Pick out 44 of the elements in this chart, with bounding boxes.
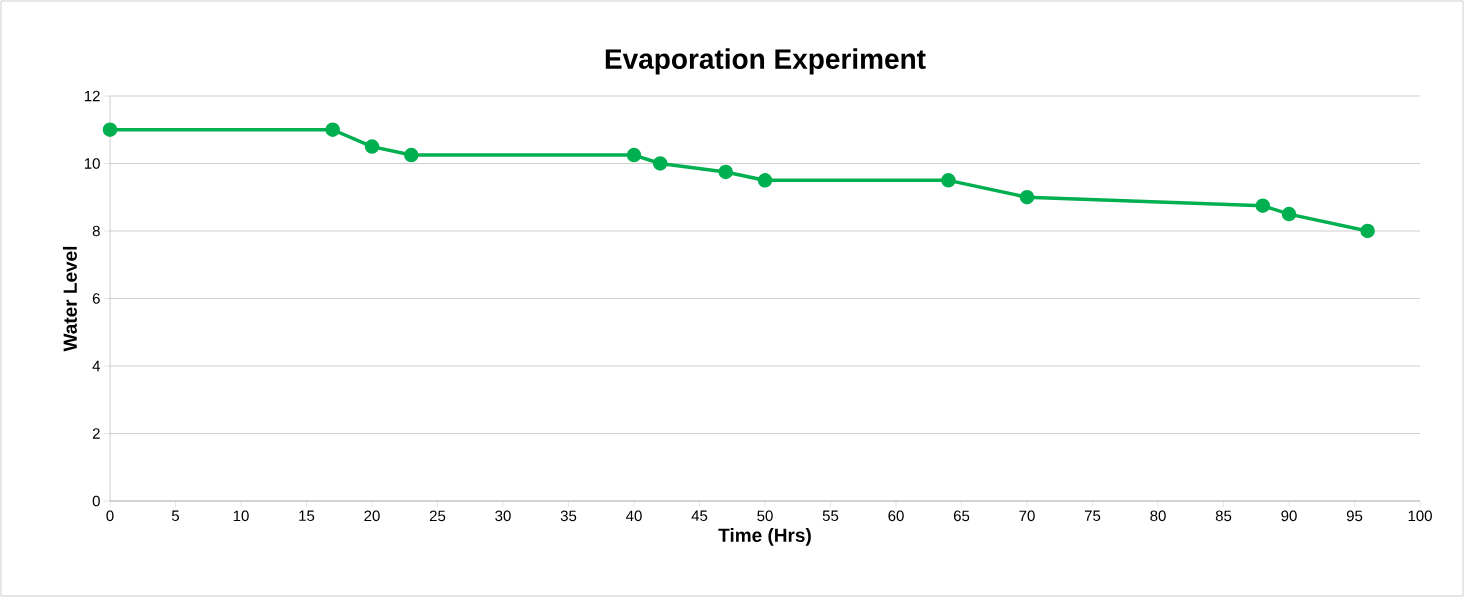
x-tick-label: 5 bbox=[171, 510, 180, 521]
point bbox=[626, 147, 642, 163]
point bbox=[941, 173, 956, 188]
x-tick-label: 55 bbox=[822, 510, 839, 521]
x-tick-label: 45 bbox=[691, 510, 708, 521]
y-tick-label: 10 bbox=[84, 158, 100, 169]
x-tick-label: 90 bbox=[1281, 510, 1297, 522]
point bbox=[718, 164, 733, 180]
point bbox=[757, 173, 773, 188]
x-tick-label: 30 bbox=[495, 510, 511, 522]
point bbox=[364, 139, 380, 154]
x-tick-label: 10 bbox=[233, 510, 249, 522]
x-axis-title: Time (Hrs) bbox=[718, 528, 811, 546]
x-tick-label: 95 bbox=[1346, 510, 1363, 522]
x-tick-label: 0 bbox=[106, 510, 114, 522]
y-tick-label: 12 bbox=[84, 90, 100, 102]
point bbox=[1281, 206, 1297, 222]
x-tick-label: 70 bbox=[1019, 510, 1035, 522]
x-tick-label: 100 bbox=[1408, 510, 1432, 522]
y-tick-label: 0 bbox=[92, 495, 100, 507]
chart-title: Evaporation Experiment bbox=[605, 48, 926, 75]
x-tick-label: 25 bbox=[429, 510, 446, 522]
y-axis-title: Water Level bbox=[62, 246, 77, 352]
x-tick-label: 50 bbox=[757, 510, 773, 522]
point bbox=[1360, 223, 1375, 239]
x-tick-label: 75 bbox=[1084, 510, 1101, 521]
y-tick-label: 6 bbox=[92, 293, 100, 304]
point bbox=[652, 156, 668, 171]
x-tick-label: 80 bbox=[1150, 510, 1166, 522]
y-tick-label: 4 bbox=[92, 360, 101, 372]
point bbox=[325, 122, 340, 137]
point bbox=[102, 122, 118, 137]
x-tick-label: 85 bbox=[1215, 510, 1232, 522]
x-tick-label: 20 bbox=[364, 510, 380, 522]
x-tick-label: 35 bbox=[560, 510, 577, 522]
x-tick-label: 40 bbox=[626, 510, 642, 522]
x-tick-label: 65 bbox=[953, 510, 970, 522]
point bbox=[404, 147, 419, 163]
point bbox=[1019, 190, 1035, 205]
x-tick-label: 60 bbox=[888, 510, 904, 522]
x-tick-label: 15 bbox=[299, 510, 315, 521]
y-tick-label: 2 bbox=[92, 428, 100, 439]
y-tick-label: 8 bbox=[92, 225, 100, 237]
point bbox=[1255, 198, 1271, 213]
